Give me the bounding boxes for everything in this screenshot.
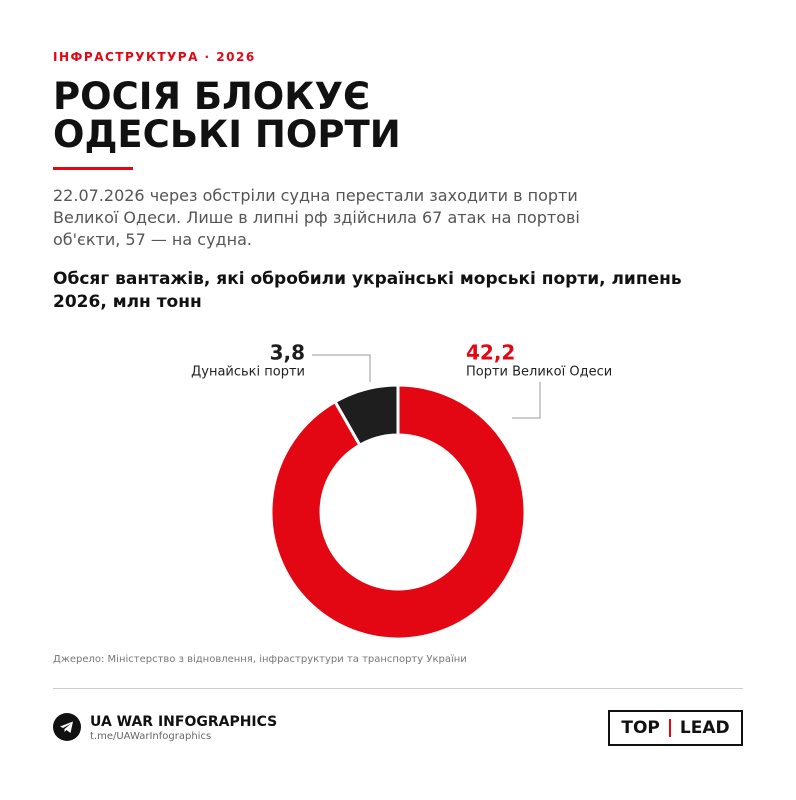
category-label: Дунайські порти — [191, 365, 305, 380]
title-line: ОДЕСЬКІ ПОРТИ — [53, 113, 401, 156]
accent-rule — [53, 167, 133, 170]
value-label: 3,8 — [270, 341, 305, 365]
partner-right: LEAD — [679, 718, 730, 738]
value-label: 42,2 — [466, 341, 515, 365]
brand-link[interactable]: t.me/UAWarInfographics — [90, 731, 212, 742]
partner-logo: TOP LEAD — [608, 710, 743, 746]
divider — [53, 688, 743, 689]
leader-line — [312, 354, 371, 382]
donut-slice — [269, 383, 527, 641]
description: 22.07.2026 через обстріли судна перестал… — [53, 186, 580, 249]
kicker: ІНФРАСТРУКТУРА · 2026 — [53, 50, 256, 64]
title-line: РОСІЯ БЛОКУЄ — [53, 75, 371, 118]
brand: UA WAR INFOGRAPHICS — [90, 714, 278, 730]
title: РОСІЯ БЛОКУЄ ОДЕСЬКІ ПОРТИ — [53, 78, 401, 154]
partner-left: TOP — [621, 718, 660, 738]
telegram-icon — [53, 713, 81, 741]
leader-line — [512, 382, 541, 419]
chart-title: Обсяг вантажів, які обробили українські … — [53, 269, 682, 312]
category-label: Порти Великої Одеси — [466, 365, 612, 380]
source: Джерело: Міністерство з відновлення, інф… — [53, 654, 467, 665]
